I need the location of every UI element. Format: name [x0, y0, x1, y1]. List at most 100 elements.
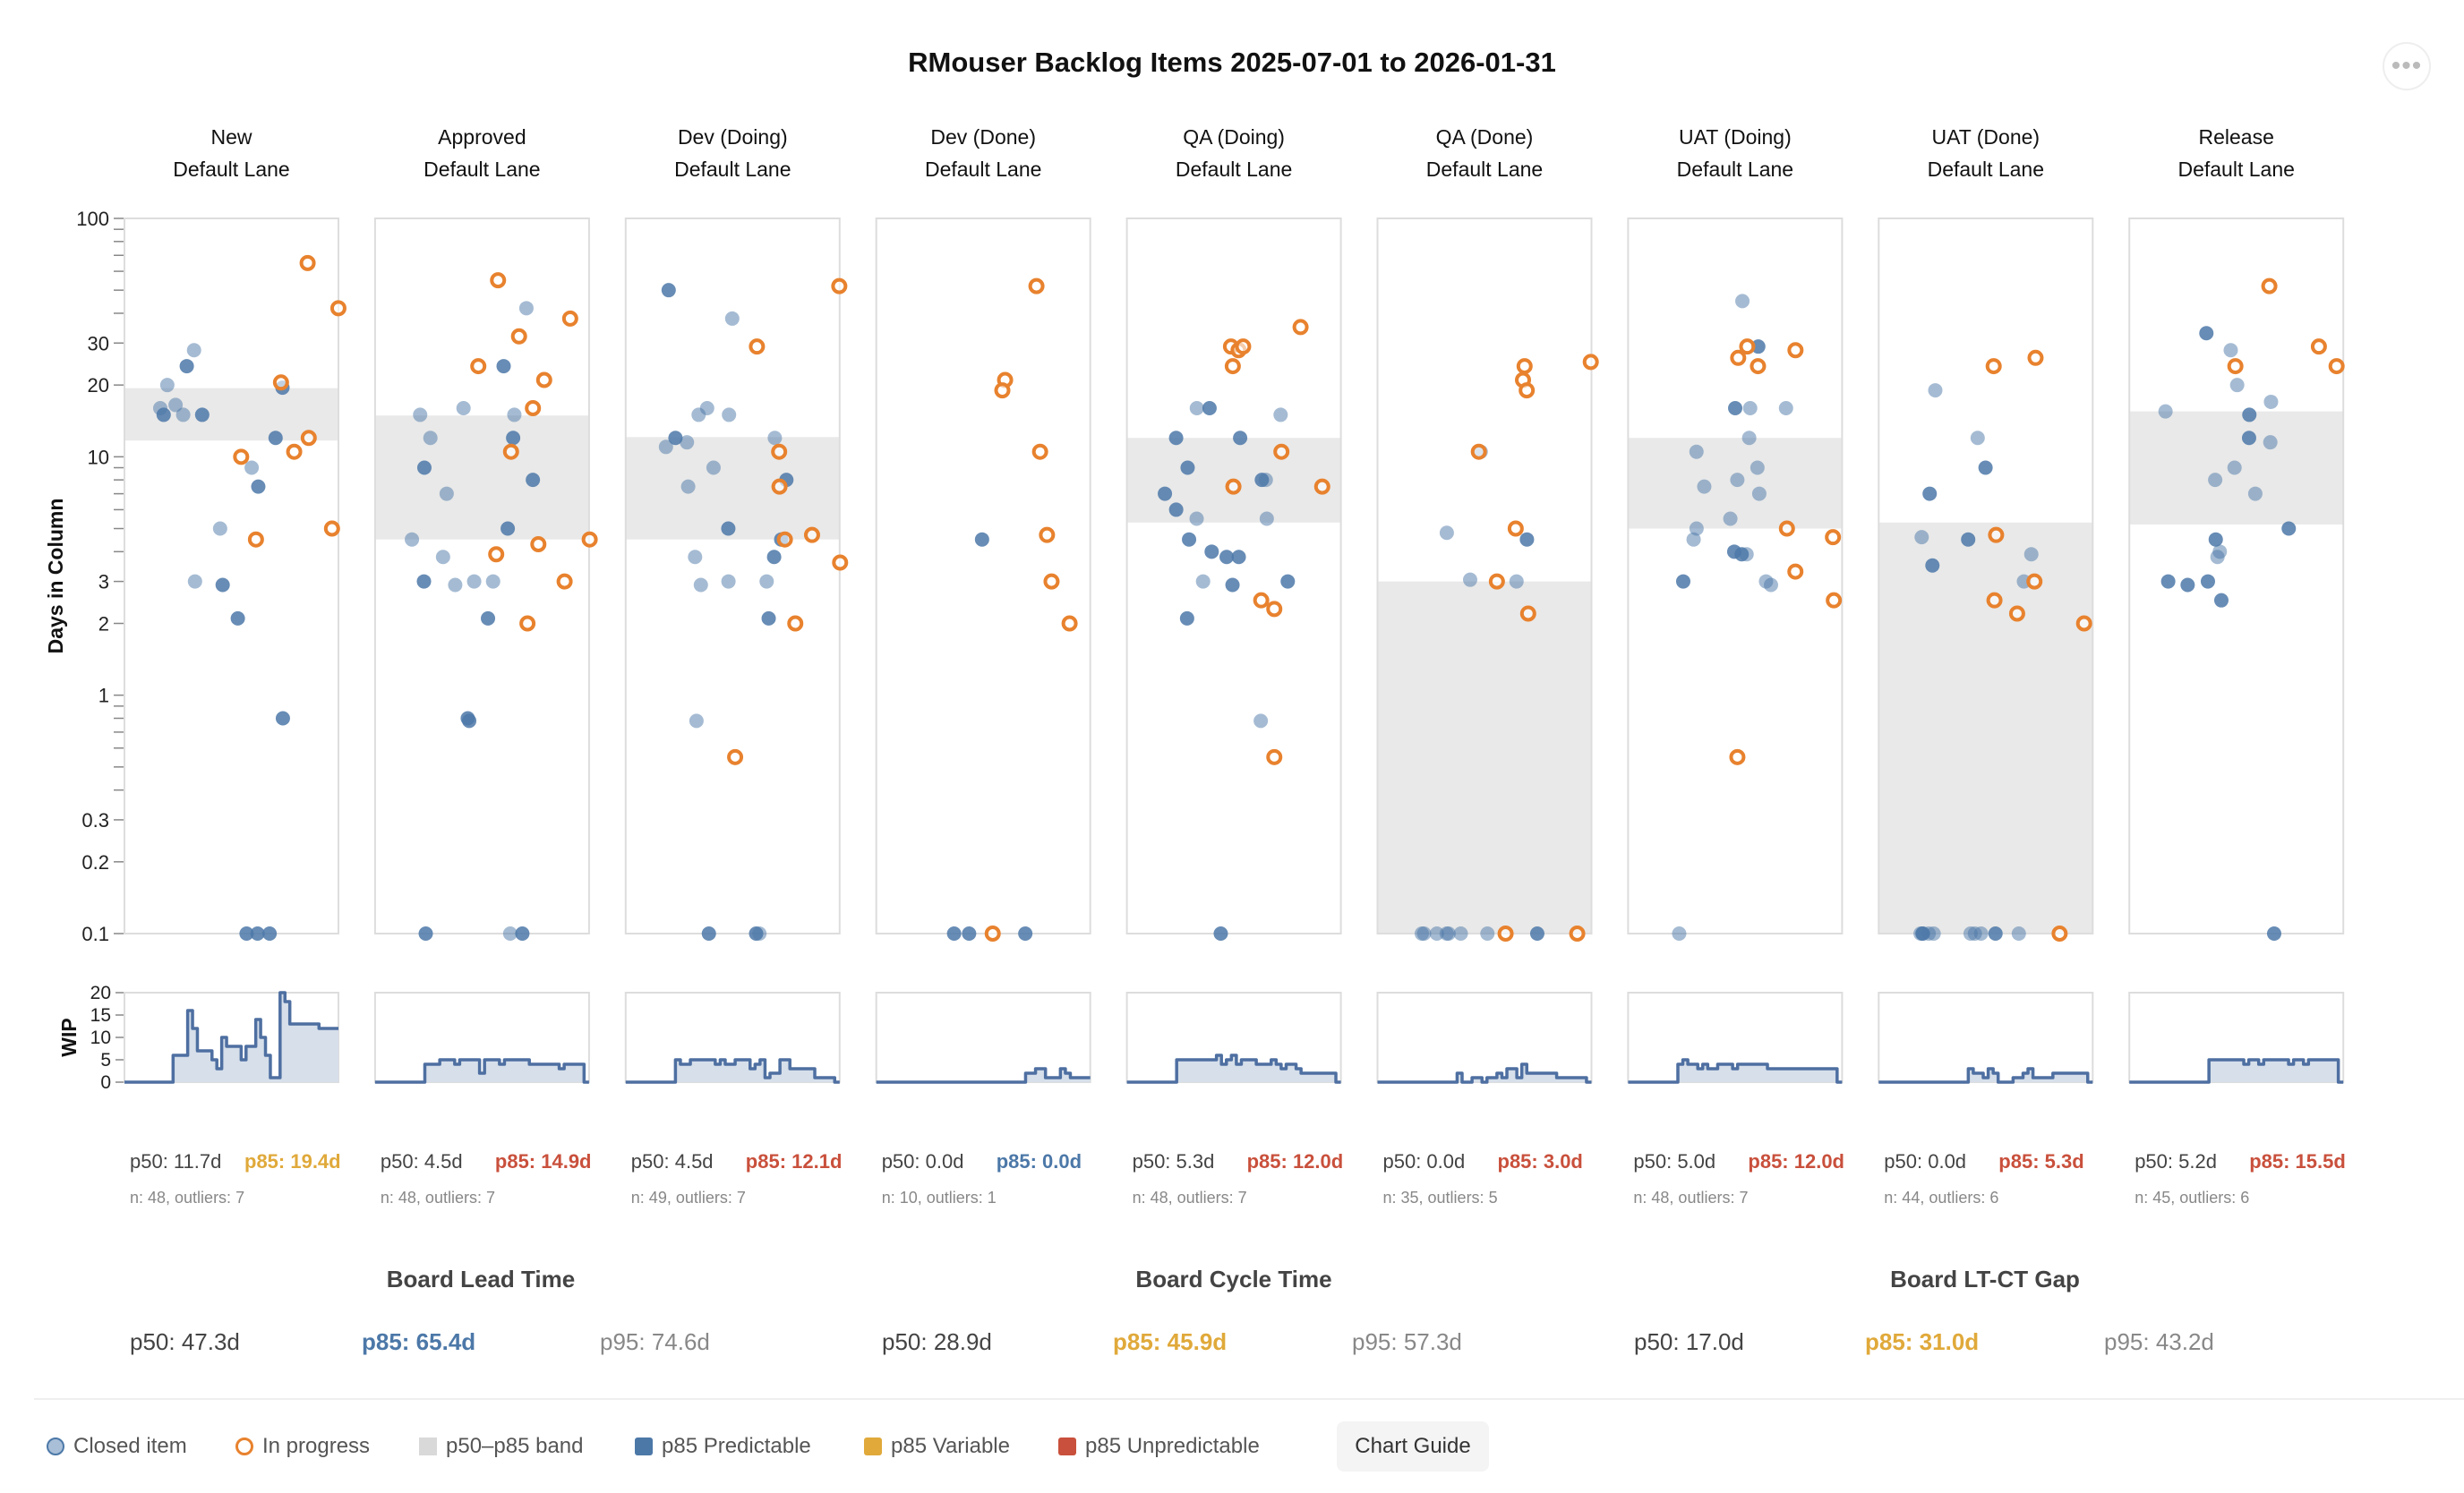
wip-line [2129, 1058, 2344, 1084]
in-progress-point [2026, 573, 2043, 590]
closed-item-point [1158, 486, 1173, 501]
y-tick-label: 2 [98, 612, 109, 635]
in-progress-point [1986, 592, 2003, 609]
closed-item-point [706, 460, 721, 475]
p85-stat: p85: 12.1d [745, 1150, 843, 1173]
in-progress-point [1507, 520, 1524, 537]
closed-item-point [2023, 547, 2039, 562]
closed-item-point [1735, 294, 1750, 309]
wip-frame [1376, 992, 1593, 1083]
panel-frame [624, 218, 841, 934]
panel-approved: Approved Default Lane [373, 125, 598, 1084]
in-progress-point [2227, 358, 2244, 375]
legend-in-progress: In progress [235, 1429, 370, 1464]
closed-item-point [168, 397, 184, 413]
board-p50: p50: 47.3d [130, 1328, 240, 1355]
closed-item-point [275, 711, 290, 726]
in-progress-point [803, 526, 820, 543]
panel-column-title: New [210, 125, 252, 149]
y-tick-label: 0.1 [81, 923, 109, 945]
in-progress-point [530, 535, 547, 552]
p50-stat: p50: 5.2d [2135, 1150, 2217, 1173]
closed-item-point [251, 479, 266, 494]
wip-line [1377, 1062, 1592, 1084]
legend-label: In progress [262, 1434, 371, 1458]
closed-item-point [1926, 926, 1941, 941]
closed-item-point [230, 610, 245, 626]
in-progress-point [1292, 319, 1309, 336]
wip-line [124, 991, 338, 1084]
in-progress-point [556, 573, 573, 590]
in-progress-point [1988, 526, 2005, 543]
closed-item-point [175, 407, 191, 422]
closed-item-point [194, 407, 210, 422]
panel-column-title: Dev (Done) [930, 125, 1036, 149]
closed-item-point [416, 460, 432, 475]
closed-item-point [1202, 400, 1217, 415]
closed-item-point [1763, 577, 1778, 593]
wip-line [625, 1058, 840, 1084]
closed-item-point [1480, 926, 1495, 941]
closed-item-point [721, 521, 736, 536]
legend-label: p85 Unpredictable [1085, 1434, 1260, 1458]
predictable-swatch-icon [635, 1438, 653, 1455]
panel-new: New Default Lane [124, 125, 346, 1084]
in-progress-point [1739, 338, 1756, 355]
panel-frame [124, 218, 339, 934]
closed-item-point [1925, 558, 1940, 573]
panel-lane-title: Default Lane [1426, 158, 1543, 181]
closed-item-icon [47, 1438, 64, 1455]
in-progress-point [831, 277, 848, 294]
closed-item-point [1179, 610, 1194, 626]
in-progress-point [984, 926, 1001, 942]
closed-item-point [1728, 400, 1743, 415]
closed-item-point [515, 926, 530, 941]
closed-item-point [212, 521, 227, 536]
closed-item-point [1751, 486, 1767, 501]
in-progress-point [323, 520, 340, 537]
p50-p85-band [1377, 581, 1592, 934]
closed-item-point [1168, 431, 1184, 446]
panel-lane-title: Default Lane [2177, 158, 2294, 181]
y-tick-label: 30 [88, 332, 109, 354]
in-progress-point [787, 615, 804, 632]
chart-guide-button[interactable]: Chart Guide [1337, 1421, 1489, 1472]
in-progress-point [1778, 520, 1795, 537]
p50-stat: p50: 0.0d [1382, 1150, 1466, 1173]
in-progress-point [1313, 478, 1330, 495]
closed-item-point [405, 532, 420, 547]
panel-qa-done-: QA (Done) Default Lane [1376, 125, 1599, 1084]
sample-count: n: 48, outliers: 7 [1132, 1189, 1247, 1207]
closed-item-point [668, 431, 683, 446]
panel-column-title: Dev (Doing) [678, 125, 788, 149]
in-progress-point [525, 399, 542, 416]
in-progress-point [1730, 349, 1747, 366]
y-tick-label: 10 [88, 446, 109, 468]
board-p95: p95: 43.2d [2104, 1328, 2214, 1355]
closed-item-point [693, 577, 708, 593]
in-progress-icon [235, 1438, 253, 1455]
panel-column-title: UAT (Doing) [1679, 125, 1792, 149]
in-progress-point [771, 443, 788, 460]
closed-item-point [1672, 926, 1687, 941]
closed-item-point [1259, 511, 1274, 526]
closed-item-point [691, 407, 706, 422]
closed-item-point [661, 283, 676, 298]
closed-item-point [749, 926, 764, 941]
closed-item-point [2160, 574, 2176, 589]
closed-item-point [1529, 926, 1544, 941]
closed-item-point [466, 574, 482, 589]
in-progress-point [2051, 926, 2068, 942]
closed-item-point [721, 574, 736, 589]
wip-frame [875, 992, 1091, 1083]
p85-stat: p85: 15.5d [2249, 1150, 2346, 1173]
closed-item-point [1519, 532, 1535, 547]
wip-area [2129, 1060, 2344, 1082]
more-options-button[interactable]: ••• [2383, 42, 2431, 90]
in-progress-point [300, 430, 317, 447]
closed-item-point [462, 713, 477, 729]
panel-column-title: Release [2199, 125, 2274, 149]
in-progress-point [1582, 354, 1599, 371]
board-p95: p95: 74.6d [600, 1328, 710, 1355]
closed-item-point [1182, 532, 1197, 547]
